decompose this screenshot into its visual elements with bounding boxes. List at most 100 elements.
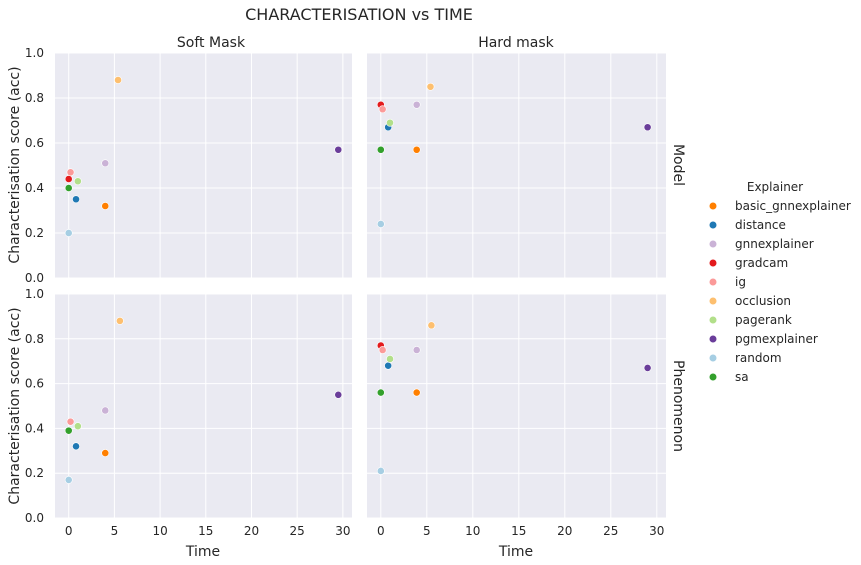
x-tick-label: 20 <box>244 524 259 538</box>
point-pgmexplainer <box>643 364 652 372</box>
legend-marker-basic-gnnexplainer <box>708 201 718 211</box>
plot-area <box>367 53 666 278</box>
point-pgmexplainer <box>334 145 343 154</box>
point-occlusion <box>427 321 436 330</box>
legend-marker-ig <box>708 277 718 287</box>
point-occlusion <box>114 76 122 84</box>
point-ig <box>378 105 387 114</box>
point-sa <box>376 145 385 154</box>
point-ig <box>378 346 387 354</box>
y-tick-label: 0.8 <box>25 332 44 346</box>
point-pgmexplainer <box>643 123 652 132</box>
x-tick-label: 25 <box>290 524 305 538</box>
point-basic-gnnexplainer <box>412 388 421 397</box>
point-distance <box>384 361 393 370</box>
row-label-model: Model <box>670 144 686 186</box>
panels: 0.00.20.40.60.81.00 5 10 15 20 25 300.00.20.40… <box>25 46 666 538</box>
point-random <box>376 467 385 475</box>
legend-marker-sa <box>708 372 718 382</box>
x-tick-label: 5 <box>111 524 119 538</box>
y-tick-label: 1.0 <box>25 46 44 60</box>
legend-marker-distance <box>708 220 718 230</box>
panel-phenomenon-soft-mask: 0 5 10 15 20 25 30 0.0 0.2 0.4 0.6 0.8 1.0 <box>25 287 352 538</box>
x-axis-label-left: Time <box>185 544 220 560</box>
y-tick-label: 0.6 <box>25 377 44 391</box>
legend-marker-gnnexplainer <box>708 239 718 249</box>
legend-label-random: random <box>735 351 782 365</box>
point-occlusion <box>115 316 124 325</box>
x-tick-label: 0 <box>65 524 73 538</box>
x-tick-label: 10 <box>152 524 167 538</box>
point-gnnexplainer <box>101 406 110 415</box>
legend-marker-random <box>708 353 718 363</box>
point-pgmexplainer <box>334 390 343 399</box>
column-title-hard-mask: Hard mask <box>478 35 554 51</box>
point-occlusion <box>426 82 435 91</box>
legend-label-sa: sa <box>735 370 749 384</box>
point-ig <box>66 168 75 177</box>
y-tick-label: 0.4 <box>25 181 44 195</box>
column-title-soft-mask: Soft Mask <box>177 35 246 51</box>
legend-title: Explainer <box>747 180 803 194</box>
plot-area <box>55 294 352 518</box>
legend-label-pagerank: pagerank <box>735 313 792 327</box>
legend-label-distance: distance <box>735 218 786 232</box>
x-tick-label: 15 <box>198 524 213 538</box>
y-tick-label: 0.4 <box>25 421 44 435</box>
y-tick-label: 0.6 <box>25 136 44 150</box>
point-ig <box>66 417 75 426</box>
y-tick-label: 0.2 <box>25 226 44 240</box>
point-distance <box>72 195 80 204</box>
y-tick-label: 0.8 <box>25 91 44 105</box>
chart-title: CHARACTERISATION vs TIME <box>245 5 473 24</box>
x-axis-label-right: Time <box>498 544 533 560</box>
legend-label-basic-gnnexplainer: basic_gnnexplainer <box>735 199 851 213</box>
point-pagerank <box>386 118 394 127</box>
legend-label-occlusion: occlusion <box>735 294 791 308</box>
point-gnnexplainer <box>412 100 421 109</box>
x-tick-label: 15 <box>511 524 526 538</box>
x-tick-label: 10 <box>465 524 480 538</box>
point-random <box>64 229 73 237</box>
legend: Explainer basic_gnnexplainer distance gnne… <box>708 180 851 384</box>
panel-model-hard-mask <box>367 52 666 279</box>
row-label-phenomenon: Phenomenon <box>670 360 686 452</box>
point-distance <box>72 442 80 451</box>
point-random <box>376 220 385 228</box>
x-tick-label: 0 <box>377 524 385 538</box>
y-axis-label-top: Characterisation score (acc) <box>7 66 23 263</box>
legend-label-gradcam: gradcam <box>735 256 788 270</box>
legend-marker-gradcam <box>708 258 718 268</box>
point-gnnexplainer <box>101 159 110 168</box>
y-tick-label: 0.0 <box>25 271 44 285</box>
legend-marker-occlusion <box>708 296 718 306</box>
legend-label-ig: ig <box>735 275 746 289</box>
x-tick-label: 25 <box>603 524 618 538</box>
point-basic-gnnexplainer <box>412 145 421 154</box>
point-pagerank <box>73 177 82 186</box>
panel-model-soft-mask: 0.0 0.2 0.4 0.6 0.8 1.0 <box>25 46 352 285</box>
y-tick-label: 1.0 <box>25 287 44 301</box>
x-tick-label: 5 <box>423 524 431 538</box>
y-tick-label: 0.2 <box>25 466 44 480</box>
legend-marker-pagerank <box>708 315 718 325</box>
legend-label-pgmexplainer: pgmexplainer <box>735 332 818 346</box>
y-tick-label: 0.0 <box>25 511 44 525</box>
point-pagerank <box>73 422 82 431</box>
x-tick-label: 30 <box>649 524 664 538</box>
plot-area <box>55 53 352 278</box>
plot-area <box>367 294 666 518</box>
x-tick-label: 30 <box>335 524 350 538</box>
point-pagerank <box>386 355 394 363</box>
point-random <box>64 476 73 484</box>
point-gnnexplainer <box>412 346 421 354</box>
y-axis-label-bottom: Characterisation score (acc) <box>7 307 23 504</box>
point-basic-gnnexplainer <box>101 449 110 457</box>
legend-marker-pgmexplainer <box>708 334 718 344</box>
point-sa <box>64 426 73 435</box>
point-sa <box>376 388 385 397</box>
point-basic-gnnexplainer <box>101 202 110 210</box>
panel-phenomenon-hard-mask: 0 5 10 15 20 25 30 <box>367 293 666 538</box>
point-gradcam <box>64 175 73 183</box>
